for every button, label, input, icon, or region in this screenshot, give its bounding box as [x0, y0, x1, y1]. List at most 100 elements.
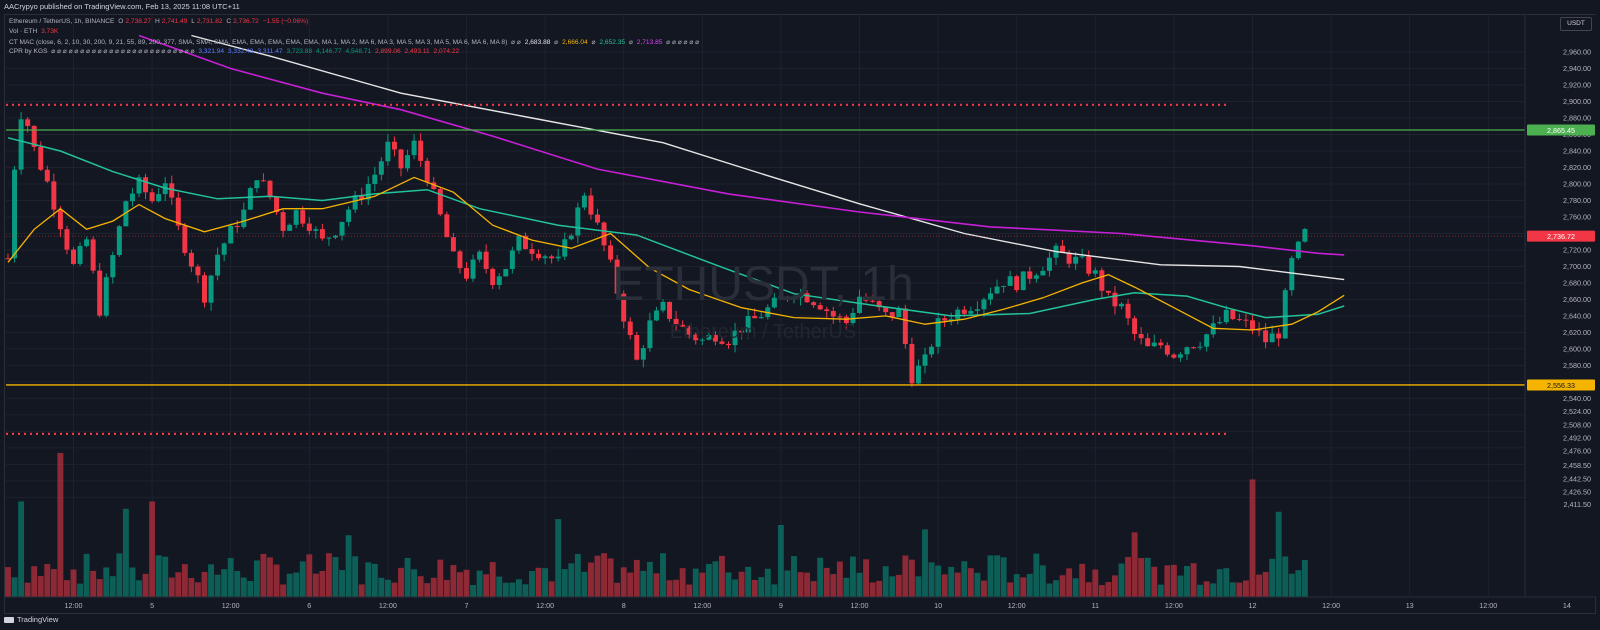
cpr-label: CPR by KGS — [9, 48, 48, 55]
candle — [18, 119, 24, 170]
candle — [994, 286, 1000, 294]
candle — [902, 308, 908, 345]
volume-bar — [1151, 566, 1158, 597]
volume-bar — [5, 567, 11, 597]
volume-bar — [653, 573, 660, 597]
candle — [188, 252, 194, 267]
candle — [1269, 333, 1275, 343]
cpr-value-1: 3,321.94 — [198, 48, 225, 55]
volume-bar — [607, 558, 614, 597]
volume-bar — [50, 569, 57, 597]
candle — [1020, 271, 1026, 291]
candle — [1197, 346, 1203, 348]
volume-bar — [1046, 583, 1053, 597]
y-tick-label: 2,458.50 — [1563, 461, 1591, 470]
candle — [12, 169, 18, 259]
y-tick-label: 2,700.00 — [1563, 262, 1591, 271]
candle — [313, 229, 319, 231]
candle — [149, 192, 155, 202]
candle — [771, 297, 777, 308]
volume-bar — [103, 567, 110, 597]
watermark: ETHUSDT, 1h — [612, 258, 913, 311]
y-tick-label: 2,640.00 — [1563, 311, 1591, 320]
x-tick-label: 12:00 — [536, 601, 554, 610]
candle — [1204, 334, 1210, 347]
volume-bar — [214, 574, 221, 597]
mac-dot: ⌀ — [591, 39, 596, 46]
volume-bar — [470, 584, 476, 597]
last-price-tag: 2,736.72 — [1547, 232, 1575, 241]
volume-bar — [109, 576, 116, 597]
candle — [202, 275, 207, 303]
footer-brand-text: TradingView — [17, 615, 59, 624]
candle — [1302, 229, 1308, 242]
price-axis — [1525, 15, 1596, 597]
volume-bar — [1236, 582, 1243, 597]
volume-bar — [116, 553, 123, 597]
mac-value-1: 2,683.88 — [524, 39, 551, 46]
candle — [909, 344, 915, 384]
y-tick-label: 2,426.50 — [1563, 488, 1591, 497]
volume-bar — [732, 579, 738, 597]
candle — [372, 174, 378, 184]
y-tick-label: 2,760.00 — [1563, 212, 1591, 221]
volume-bar — [70, 569, 77, 597]
mac-value-4: 2,713.85 — [636, 39, 663, 46]
candle — [758, 317, 764, 319]
volume-bar — [188, 577, 195, 597]
candle — [477, 251, 483, 260]
volume-bar — [430, 577, 437, 597]
candle — [1066, 252, 1072, 264]
x-tick-label: 5 — [150, 601, 154, 610]
candle — [208, 275, 214, 303]
candle — [431, 182, 437, 190]
volume-bar — [1118, 563, 1125, 597]
candle — [955, 309, 961, 320]
candle — [385, 141, 391, 162]
y-tick-label: 2,508.00 — [1563, 420, 1591, 429]
volume-bar — [1190, 563, 1197, 597]
y-tick-label: 2,820.00 — [1563, 163, 1591, 172]
quote-currency-button[interactable]: USDT — [1560, 17, 1592, 31]
volume-bar — [836, 561, 843, 597]
candle — [44, 169, 50, 182]
candle — [640, 348, 646, 360]
volume-bar — [967, 568, 974, 597]
candle — [988, 293, 993, 300]
candle — [549, 256, 555, 259]
volume-bar — [1249, 479, 1256, 597]
volume-bar — [712, 561, 719, 597]
candle — [123, 201, 129, 227]
candle — [1171, 354, 1177, 358]
candle — [686, 326, 692, 335]
volume-bar — [1282, 556, 1289, 597]
candle — [595, 214, 600, 223]
mac-value-2: 2,666.04 — [562, 39, 588, 46]
volume-bar — [1197, 584, 1204, 597]
volume-bar — [64, 580, 70, 597]
footer-brand[interactable]: TradingView — [4, 615, 58, 624]
candle — [1276, 333, 1282, 339]
volume-bar — [1157, 584, 1164, 597]
x-tick-label: 12:00 — [693, 601, 711, 610]
candle — [64, 229, 70, 250]
cpr-legend: CPR by KGS ⌀ ⌀ ⌀ ⌀ ⌀ ⌀ ⌀ ⌀ ⌀ ⌀ ⌀ ⌀ ⌀ ⌀ ⌀… — [9, 47, 461, 55]
candle — [1164, 345, 1170, 355]
candle — [405, 155, 411, 169]
candle — [653, 310, 659, 321]
volume-bar — [1216, 569, 1223, 597]
candle — [51, 181, 57, 210]
open-value: 2,738.27 — [125, 18, 152, 25]
cpr-value-2: 3,332.43 — [227, 48, 254, 55]
volume-bar — [843, 577, 850, 597]
candle — [5, 258, 11, 260]
candle — [1282, 290, 1288, 339]
candle — [71, 249, 76, 264]
mac-dot: ⌀ — [554, 39, 559, 46]
y-tick-label: 2,580.00 — [1563, 361, 1591, 370]
candle — [1223, 309, 1229, 323]
candle — [693, 334, 699, 341]
candle — [699, 339, 705, 341]
candle — [706, 334, 712, 340]
